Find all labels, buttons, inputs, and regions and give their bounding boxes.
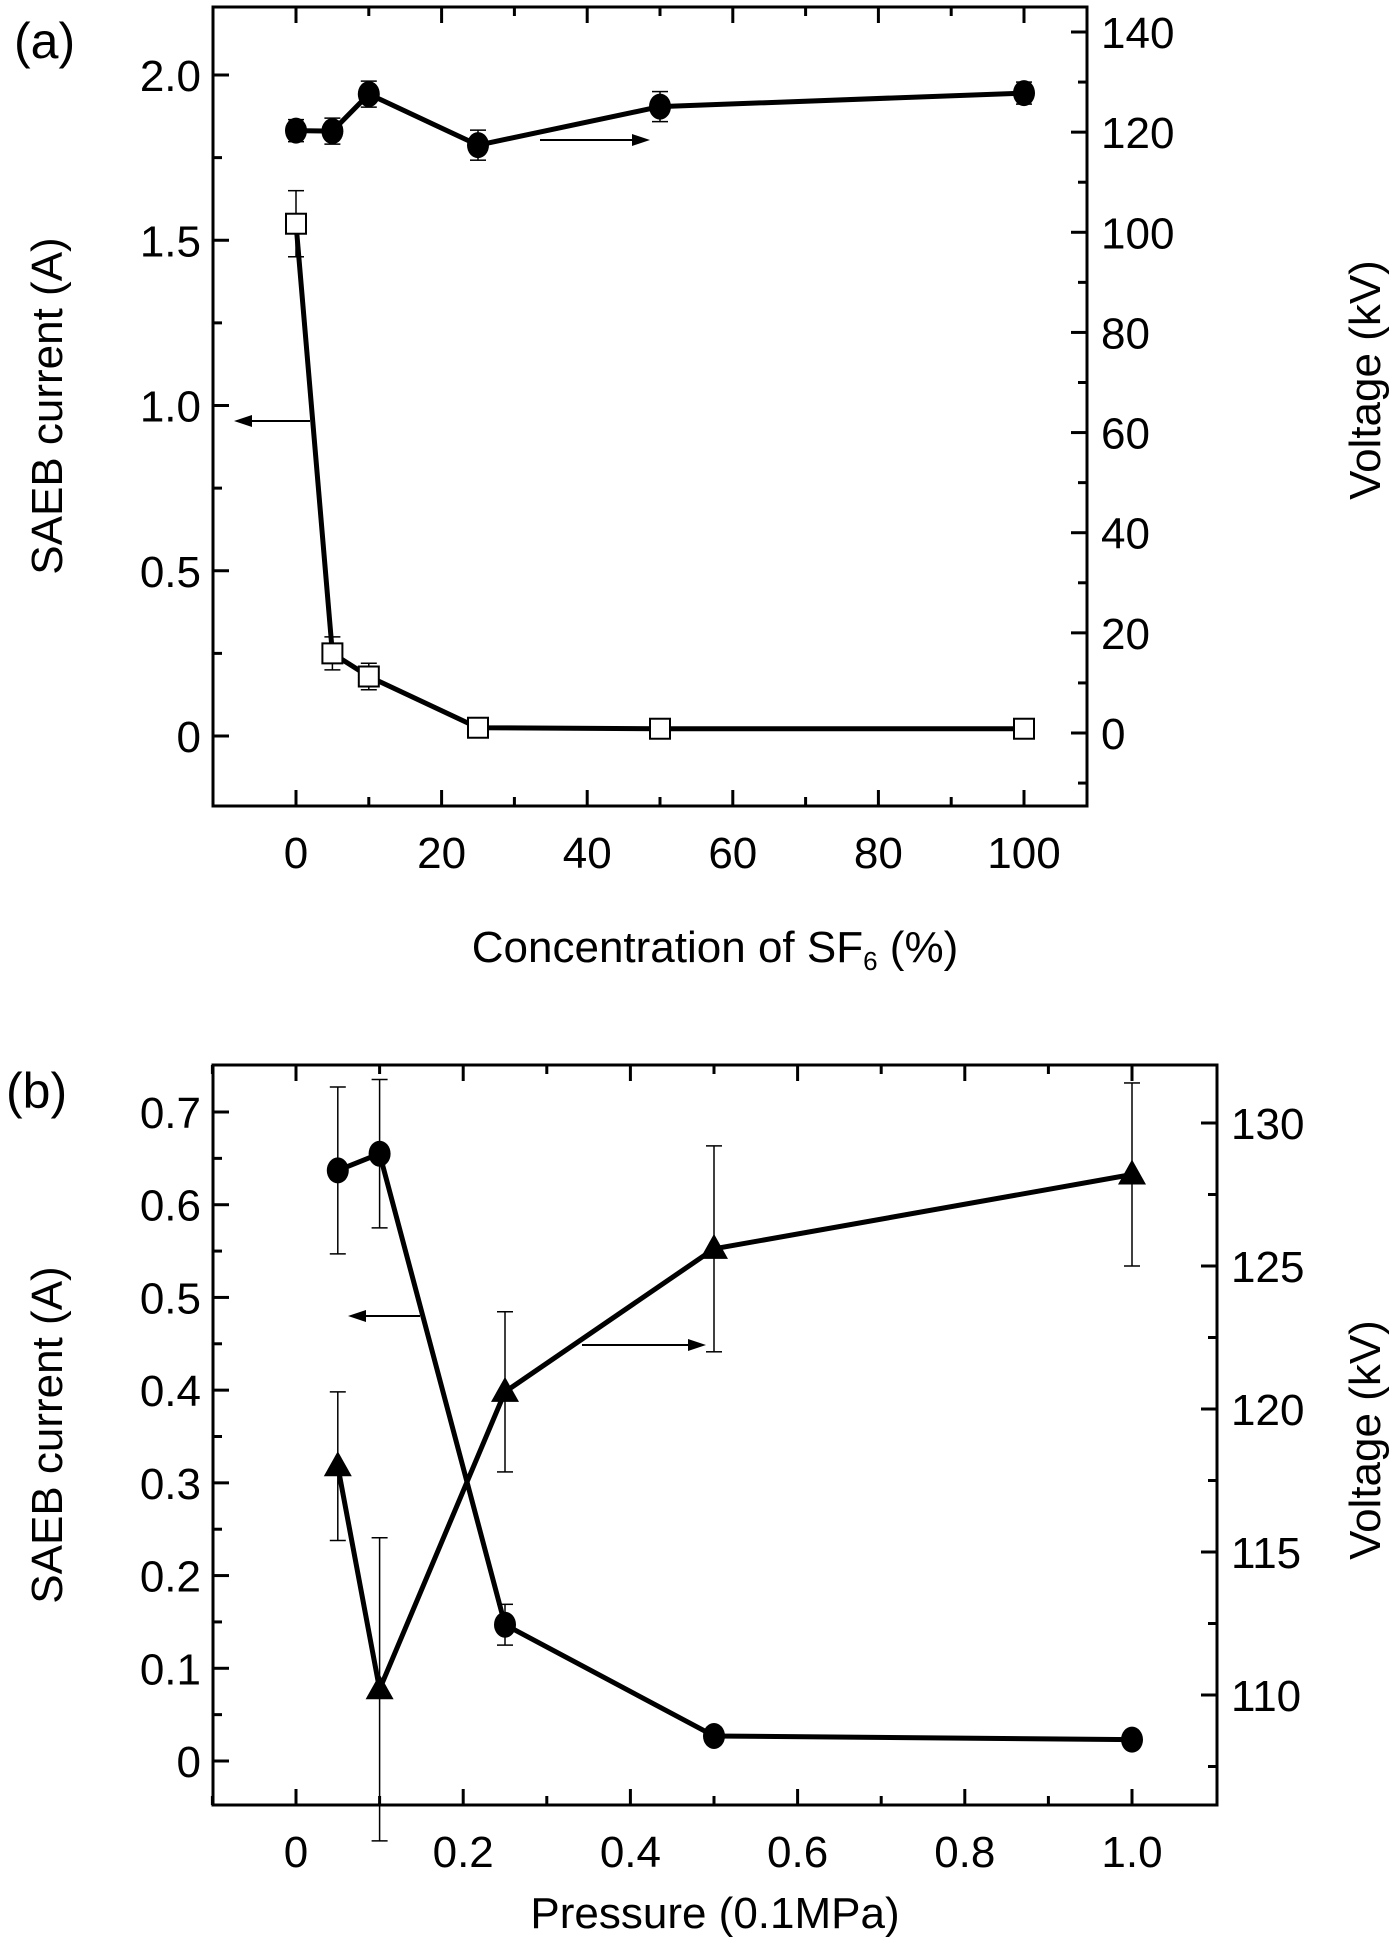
panel-a-y-right-tick-label: 20 xyxy=(1101,610,1150,659)
panel-b-arrow-to-right-axis-head xyxy=(688,1339,706,1351)
panel-a-y-right-tick-label: 100 xyxy=(1101,209,1174,258)
panel-a-series-voltage-marker xyxy=(649,93,671,120)
panel-a-series-voltage-marker xyxy=(321,118,344,145)
panel-b-y-left-tick-label: 0 xyxy=(177,1738,201,1787)
panel-b-series-voltage-marker xyxy=(700,1233,728,1259)
panel-a-arrow-to-right-axis-head xyxy=(632,134,650,146)
panel-b-series-current-marker xyxy=(494,1611,516,1638)
panel-a-arrow-to-left-axis-head xyxy=(234,415,252,427)
panel-a-x-tick-label: 0 xyxy=(284,829,308,878)
panel-b-y-left-tick-label: 0.7 xyxy=(140,1089,201,1138)
panel-b-x-tick-label: 0.2 xyxy=(433,1828,494,1877)
panel-b-y-right-tick-label: 125 xyxy=(1231,1243,1304,1292)
panel-b-y-left-tick-label: 0.2 xyxy=(140,1553,201,1602)
panel-b-x-tick-label: 0 xyxy=(284,1828,308,1877)
panel-a-y-right-label: Voltage (kV) xyxy=(1341,260,1390,500)
panel-a-y-right-tick-label: 120 xyxy=(1101,109,1174,158)
panel-a-series-current-marker xyxy=(467,716,489,739)
panel-a-y-left-tick-label: 0 xyxy=(177,713,201,762)
panel-b-y-left-label: SAEB current (A) xyxy=(23,1266,72,1603)
panel-b-series-current-marker xyxy=(703,1722,725,1749)
panel-a-series-current-marker xyxy=(1013,717,1035,740)
panel-a-y-left-tick-label: 1.5 xyxy=(140,217,201,266)
panel-a-y-left-label: SAEB current (A) xyxy=(23,237,72,574)
panel-a-series-voltage-marker xyxy=(1013,80,1035,107)
panel-a-series-current-marker xyxy=(649,717,671,740)
panel-b-y-right-tick-label: 115 xyxy=(1231,1529,1301,1578)
panel-a-label: (a) xyxy=(14,13,75,69)
panel-b-plot-frame xyxy=(211,1063,1219,1807)
panel-b-x-tick-label: 0.6 xyxy=(767,1828,828,1877)
panel-a-series-voltage-marker xyxy=(357,81,380,108)
panel-a-x-tick-label: 40 xyxy=(563,829,612,878)
panel-a-x-axis-label: Concentration of SF6 (%) xyxy=(472,923,958,976)
panel-b-series-voltage-marker xyxy=(491,1376,519,1402)
panel-b-series-current-marker xyxy=(326,1157,349,1184)
panel-b-y-right-tick-label: 120 xyxy=(1231,1386,1304,1435)
panel-a-y-left-tick-label: 2.0 xyxy=(140,52,201,101)
panel-b-y-right-tick-label: 110 xyxy=(1231,1672,1301,1721)
panel-b-y-left-tick-label: 0.1 xyxy=(140,1645,201,1694)
panel-b-x-tick-label: 0.4 xyxy=(600,1828,661,1877)
panel-b-x-tick-label: 1.0 xyxy=(1101,1828,1162,1877)
panel-b-y-left-tick-label: 0.3 xyxy=(140,1460,201,1509)
panel-b: (b) 0 0.2 0.4 0.6 0.8 1.0 0 0.1 0.2 0.3 0.4 0.5 0.6 0… xyxy=(6,1063,1390,1938)
panel-b-series-voltage-line xyxy=(335,1172,1133,1692)
panel-b-series-voltage-marker xyxy=(1118,1159,1146,1185)
panel-a-y-right-tick-label: 80 xyxy=(1101,309,1150,358)
panel-b-series-current-line xyxy=(336,1151,1133,1743)
panel-a-y-left-tick-label: 0.5 xyxy=(140,548,201,597)
panel-b-series-voltage-marker xyxy=(323,1451,352,1477)
panel-a: (a) 0 20 40 60 80 100 0 0.5 1.0 1.5 2.0 0 20 40 60 80 10… xyxy=(14,5,1390,976)
panel-b-x-tick-label: 0.8 xyxy=(934,1828,995,1877)
panel-a-series-voltage-marker xyxy=(285,117,307,144)
panel-a-y-right-tick-label: 40 xyxy=(1101,510,1150,559)
panel-b-y-left-tick-label: 0.6 xyxy=(140,1182,201,1231)
panel-a-series-current-line xyxy=(293,223,1024,732)
panel-a-series-current-marker xyxy=(321,642,344,665)
panel-b-y-left-tick-label: 0.4 xyxy=(140,1367,201,1416)
panel-b-x-axis-label: Pressure (0.1MPa) xyxy=(530,1889,899,1938)
panel-a-y-right-tick-label: 60 xyxy=(1101,410,1150,459)
panel-b-y-right-tick-label: 130 xyxy=(1231,1100,1304,1149)
panel-a-y-left-tick-label: 1.0 xyxy=(140,383,201,432)
panel-b-label: (b) xyxy=(6,1063,67,1119)
panel-a-x-tick-label: 60 xyxy=(708,829,757,878)
panel-a-series-current-marker xyxy=(357,665,380,688)
panel-b-series-current-marker xyxy=(1121,1726,1143,1753)
panel-a-series-current-marker xyxy=(285,212,307,235)
panel-a-x-tick-label: 80 xyxy=(854,829,903,878)
panel-a-y-right-tick-label: 140 xyxy=(1101,9,1174,58)
panel-b-y-right-label: Voltage (kV) xyxy=(1341,1320,1390,1560)
panel-a-x-tick-label: 20 xyxy=(417,829,466,878)
panel-b-series-voltage-marker xyxy=(365,1674,394,1700)
panel-b-arrow-to-left-axis-head xyxy=(348,1310,366,1322)
panel-a-series-voltage-marker xyxy=(467,132,489,159)
panel-a-x-tick-label: 100 xyxy=(987,829,1060,878)
panel-b-series-current-marker xyxy=(368,1140,391,1167)
panel-b-y-left-tick-label: 0.5 xyxy=(140,1274,201,1323)
panel-a-y-right-tick-label: 0 xyxy=(1101,710,1125,759)
panel-a-plot-frame xyxy=(211,5,1089,808)
